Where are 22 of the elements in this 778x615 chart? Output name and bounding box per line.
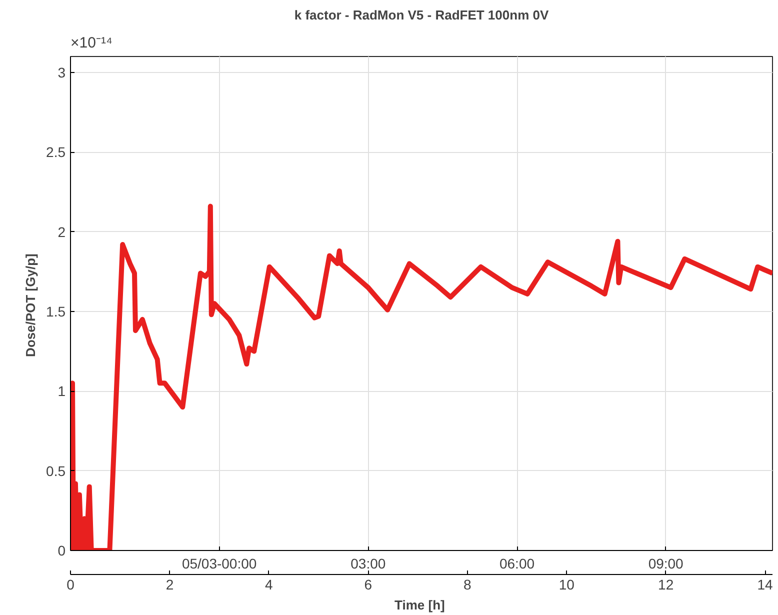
- x-tick-label: 10: [558, 576, 575, 592]
- x2-tick-label: 05/03-00:00: [182, 556, 257, 572]
- y-tick-label: 1: [58, 383, 66, 400]
- y-axis-title: Dose/POT [Gy/p]: [23, 254, 38, 357]
- x2-tick-label: 09:00: [648, 556, 684, 572]
- x-tick-label: 12: [658, 576, 674, 592]
- y-tick-label: 3: [58, 64, 66, 80]
- x2-tick-label: 03:00: [350, 556, 386, 572]
- y-tick-label: 0: [58, 542, 66, 558]
- y-tick-label: 1.5: [46, 303, 66, 320]
- y-tick-label: 2.5: [46, 144, 66, 160]
- y-tick-label: 0.5: [46, 462, 66, 479]
- x-tick-label: 6: [364, 576, 372, 592]
- x2-tick-label: 06:00: [499, 556, 535, 572]
- x-axis-title: Time [h]: [394, 598, 445, 612]
- y-tick-label: 2: [58, 224, 66, 240]
- x-tick-label: 4: [265, 576, 274, 592]
- text: ×10⁻¹⁴: [70, 34, 112, 52]
- x-tick-label: 2: [166, 576, 174, 592]
- x-tick-label: 8: [463, 576, 472, 592]
- chart-title: k factor - RadMon V5 - RadFET 100nm 0V: [294, 8, 549, 22]
- x-tick-label: 14: [757, 576, 774, 592]
